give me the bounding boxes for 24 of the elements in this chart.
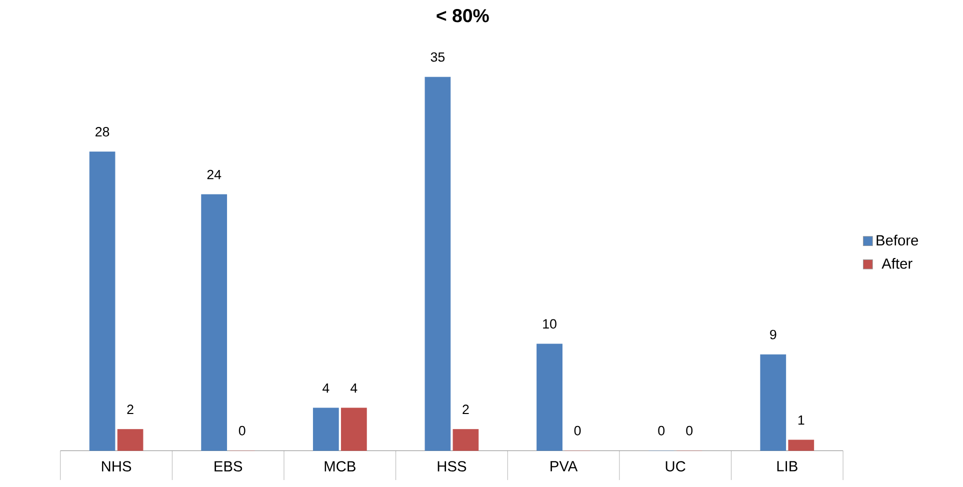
legend-label: After [882, 258, 912, 269]
data-label: 10 [543, 319, 556, 329]
data-label: 0 [574, 426, 581, 436]
x-tick-label: MCB [324, 461, 356, 472]
data-label: 4 [322, 383, 330, 393]
data-label: 0 [238, 426, 246, 436]
data-label: 2 [127, 404, 134, 414]
x-tick-label: PVA [550, 461, 578, 472]
chart-title: < 80% [436, 9, 489, 22]
x-tick-label: EBS [214, 461, 242, 472]
x-tick-label: LIB [777, 461, 798, 472]
x-tick-label: NHS [102, 461, 132, 472]
x-tick-label: UC [666, 461, 686, 472]
data-label: 9 [770, 330, 776, 340]
x-tick-label: HSS [438, 461, 466, 472]
data-label: 28 [96, 127, 110, 136]
data-label: 4 [350, 383, 358, 393]
data-label: 2 [462, 404, 469, 414]
data-label: 24 [207, 170, 222, 180]
data-label: 35 [430, 52, 445, 62]
data-label: 0 [658, 426, 665, 436]
data-label: 0 [686, 426, 693, 436]
legend-label: Before [876, 234, 918, 246]
data-label: 1 [798, 415, 804, 425]
